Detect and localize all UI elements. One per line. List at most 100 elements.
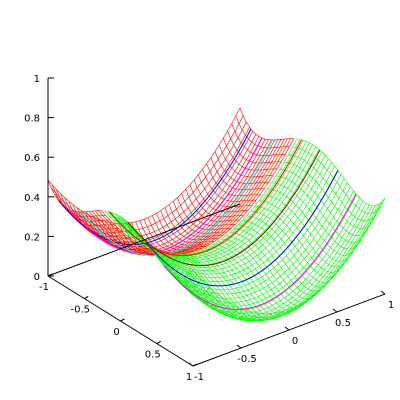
tick-labels: 00.20.40.60.81-1-0.500.51 -1-0.500.51 [24,74,394,383]
base-back-line [47,203,241,277]
mesh-line-y [284,161,373,229]
mesh-line-y [47,179,102,213]
mesh-line-y [192,252,281,320]
z-tick-label: 0.4 [24,193,40,204]
z-tick-label: 0.6 [24,153,40,164]
mesh-line-y [242,220,331,288]
mesh-line-y [183,253,273,322]
mesh-line-y [158,251,248,319]
mesh-line-y [218,144,273,178]
mesh-line-y [209,246,298,314]
mesh-line-y [154,249,244,318]
mesh-line-y [210,157,265,190]
x-tick [47,273,53,277]
mesh-line-y [181,193,236,226]
mesh-line-y [246,215,336,283]
mesh-line-y [217,241,306,309]
y-tick-label: -0.5 [237,354,257,365]
x-tick-label: -0.5 [70,305,90,316]
contour-line [94,138,288,255]
x-tick [84,296,89,299]
contour-line [145,170,339,287]
mesh-line-y [171,253,261,322]
z-tick-label: 0 [34,272,40,283]
contour-line [69,137,263,254]
x-tick [120,318,125,322]
contour-line [127,149,321,267]
y-tick [284,326,290,331]
z-tick-label: 1 [34,74,40,85]
mesh-line-y [296,138,386,206]
mesh-line-y [202,169,256,202]
mesh-line-y [177,197,232,230]
y-tick-label: 0.5 [335,318,351,329]
y-tick-label: -1 [194,372,204,383]
mesh-line-x [47,107,241,224]
mesh-line-y [172,201,227,234]
z-tick-label: 0.8 [24,114,40,125]
mesh-line-y [239,107,294,141]
mesh-line-y [60,193,115,226]
mesh-line-y [267,188,357,256]
mesh-line-y [263,194,352,262]
mesh-line-y [198,174,252,208]
y-tick-label: 0 [292,336,298,347]
axes [47,77,386,367]
mesh-line-y [238,224,327,292]
front-surface-mesh [104,138,386,322]
mesh-line-x [101,138,294,255]
mesh-line-y [271,182,361,250]
mesh-line-y [204,248,294,316]
mesh-line-x [98,138,291,255]
y-tick [236,344,242,349]
mesh-line-y [167,253,256,321]
contour-line [58,128,252,246]
mesh-line-y [163,252,252,320]
y-tick [188,362,194,367]
contour-line [163,193,357,310]
mesh-line-y [214,151,269,184]
mesh-line-y [221,238,311,306]
mesh-line-y [188,253,277,321]
mesh-line-y [234,228,323,296]
mesh-line-y [254,205,344,273]
mesh-line-x [192,197,386,314]
surface-contours [58,128,357,310]
mesh-line-y [259,200,348,268]
x-tick [156,341,161,344]
back-surface-mesh [47,107,294,256]
y-tick [380,290,386,295]
mesh-line-y [227,130,282,164]
mesh-line-y [147,217,202,250]
mesh-line-y [288,154,377,222]
mesh-line-y [279,168,369,237]
mesh-line-y [196,251,286,319]
mesh-line-y [235,115,290,149]
mesh-line-y [143,219,198,252]
contour-line [80,139,274,257]
mesh-line-y [223,137,277,171]
mesh-line-y [229,232,319,300]
mesh-line-y [231,123,286,156]
mesh-line-y [292,146,382,214]
mesh-line-y [200,249,290,318]
mesh-line-y [275,175,365,243]
y-tick-label: 1 [388,300,394,311]
mesh-line-y [250,210,340,278]
x-tick-label: 1 [186,372,192,383]
x-tick-label: 0 [113,327,119,338]
contour-line [109,139,303,257]
mesh-line-y [168,204,223,238]
x-tick-label: -1 [39,282,49,293]
mesh-line-x [54,121,247,238]
x-tick [192,363,198,367]
mesh-line-x [76,139,269,256]
mesh-line-y [185,189,240,222]
mesh-line-y [175,254,265,322]
mesh-line-y [179,254,269,322]
mesh-line-y [160,210,215,243]
mesh-line-y [206,163,261,196]
mesh-line-y [164,207,219,241]
